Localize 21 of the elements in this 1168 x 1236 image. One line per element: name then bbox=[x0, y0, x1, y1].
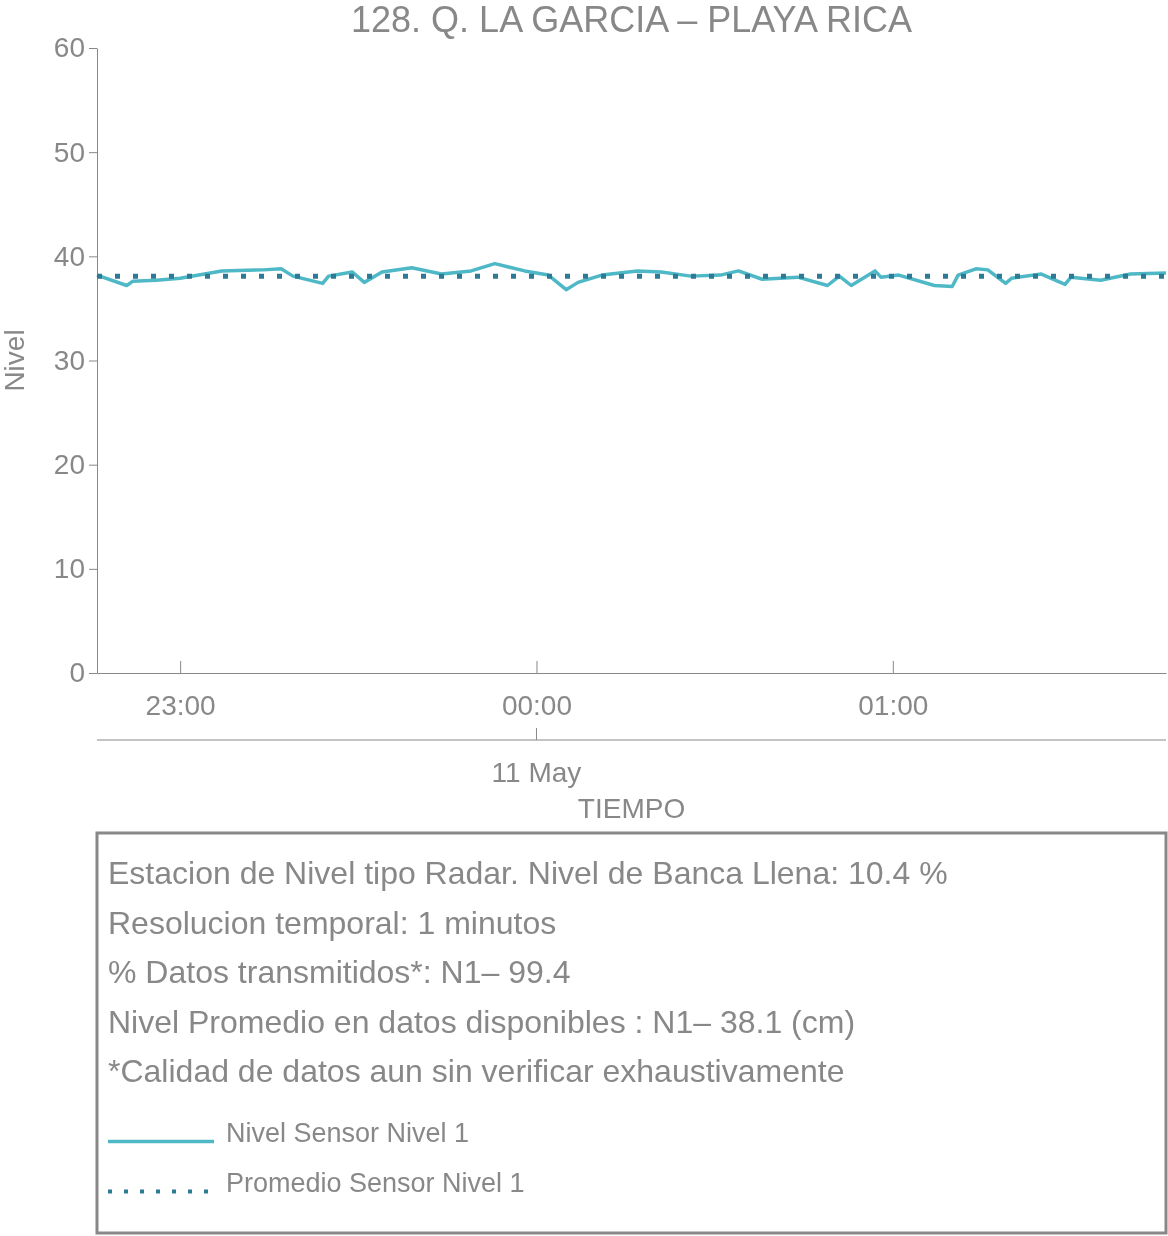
legend-label: Promedio Sensor Nivel 1 bbox=[226, 1167, 525, 1198]
text: 11 May bbox=[491, 757, 582, 788]
y-tick-label: 10 bbox=[53, 553, 85, 585]
y-tick-label: 40 bbox=[53, 240, 85, 272]
legend-label: Nivel Sensor Nivel 1 bbox=[226, 1117, 470, 1148]
text: *Calidad de datos aun sin verificar exhaustivamente bbox=[108, 1053, 845, 1089]
y-axis-title: Nivel bbox=[0, 329, 30, 392]
y-tick-label: 30 bbox=[53, 344, 85, 376]
y-tick-label: 20 bbox=[53, 449, 85, 481]
y-tick-label: 0 bbox=[69, 657, 85, 689]
text: Resolucion temporal: 1 minutos bbox=[108, 904, 557, 941]
x-axis-title: TIEMPO bbox=[577, 793, 686, 824]
y-tick-label: 50 bbox=[53, 136, 85, 168]
x-tick-label: 01:00 bbox=[858, 690, 929, 721]
chart-title: 128. Q. LA GARCIA – PLAYA RICA bbox=[351, 0, 912, 40]
text: Estacion de Nivel tipo Radar. Nivel de Banca Llena: 10.4 % bbox=[108, 855, 948, 891]
x-tick-label: 23:00 bbox=[145, 690, 216, 721]
text: Nivel Promedio en datos disponibles : N1– 38.1 (cm) bbox=[108, 1003, 856, 1040]
x-tick-label: 00:00 bbox=[501, 690, 573, 721]
text: % Datos transmitidos*: N1– 99.4 bbox=[108, 954, 571, 990]
y-tick-label: 60 bbox=[53, 32, 85, 64]
